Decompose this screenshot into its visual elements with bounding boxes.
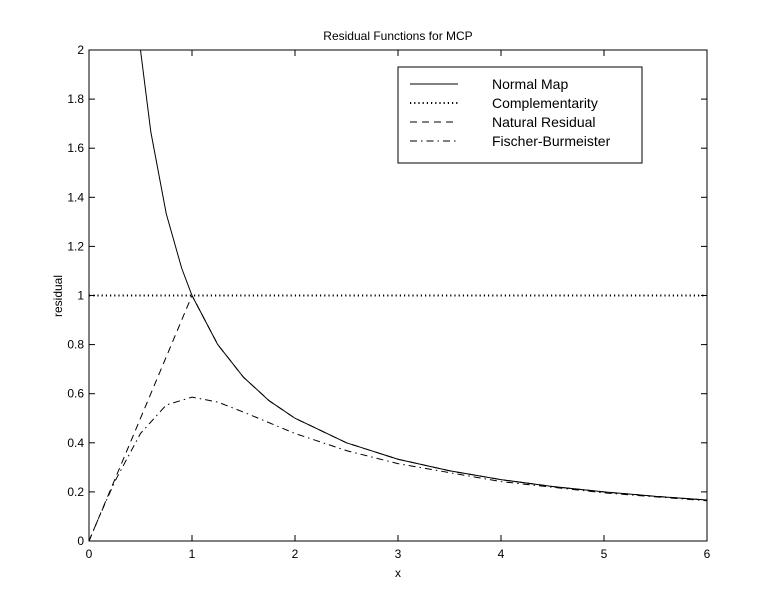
series-line-fischer-burmeister [88, 396, 708, 542]
x-tick-label: 3 [395, 547, 402, 561]
x-tick-label: 6 [704, 547, 711, 561]
y-axis-label: residual [51, 275, 65, 317]
y-tick-label: 1 [77, 289, 84, 303]
x-tick-label: 0 [86, 547, 93, 561]
x-tick-label: 5 [601, 547, 608, 561]
legend-label: Complementarity [492, 95, 598, 111]
legend-label: Fischer-Burmeister [492, 133, 611, 149]
legend: Normal Map Complementarity Natural Residua… [397, 66, 643, 164]
y-tick-label: 0.6 [67, 387, 84, 401]
legend-label: Natural Residual [492, 114, 596, 130]
chart-title: Residual Functions for MCP [323, 29, 472, 43]
x-tick-label: 2 [292, 547, 299, 561]
y-tick-label: 1.6 [67, 141, 84, 155]
legend-label: Normal Map [492, 76, 568, 92]
y-tick-label: 2 [77, 43, 84, 57]
y-tick-label: 0.2 [67, 485, 84, 499]
x-tick-label: 4 [498, 547, 505, 561]
x-axis-label: x [395, 566, 401, 580]
legend-box [397, 66, 643, 164]
series-line-natural-residual [88, 294, 708, 542]
y-tick-label: 0.8 [67, 338, 84, 352]
y-tick-label: 0 [77, 534, 84, 548]
y-tick-label: 1.4 [67, 190, 84, 204]
plot-area-frame [88, 49, 708, 542]
x-tick-label: 1 [189, 547, 196, 561]
y-tick-label: 1.8 [67, 92, 84, 106]
y-tick-label: 1.2 [67, 239, 84, 253]
y-tick-label: 0.4 [67, 436, 84, 450]
